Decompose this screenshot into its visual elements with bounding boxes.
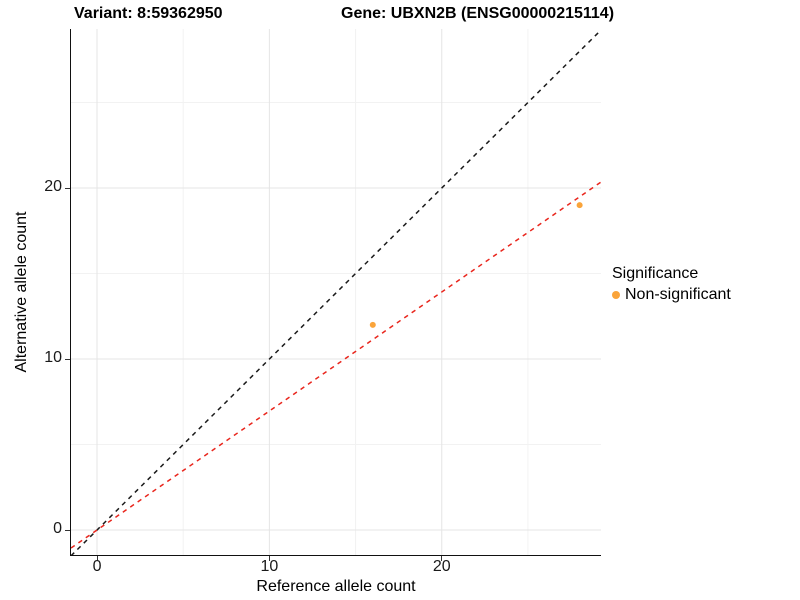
legend-item-non-significant: Non-significant	[612, 284, 731, 305]
x-axis-label: Reference allele count	[256, 578, 416, 595]
fit-line	[71, 181, 601, 549]
legend-item-label: Non-significant	[625, 286, 731, 303]
legend-title: Significance	[612, 265, 699, 282]
x-tick-mark	[268, 556, 270, 561]
y-tick-mark	[65, 529, 70, 531]
non-significant-point-icon	[612, 290, 620, 299]
y-tick-label: 10	[44, 349, 62, 367]
x-tick-mark	[441, 556, 443, 561]
x-tick-label: 20	[432, 558, 451, 575]
y-tick-mark	[65, 358, 70, 360]
x-tick-label: 0	[92, 558, 102, 575]
x-tick-label: 10	[260, 558, 279, 575]
data-point	[369, 321, 376, 328]
chart-canvas	[71, 29, 601, 555]
y-tick-label: 0	[53, 520, 62, 538]
y-tick-mark	[65, 187, 70, 189]
gene-title: Gene: UBXN2B (ENSG00000215114)	[341, 5, 615, 22]
identity-line	[71, 29, 601, 555]
legend: Significance Non-significant	[612, 263, 731, 305]
variant-title: Variant: 8:59362950	[74, 5, 223, 22]
data-point	[576, 202, 583, 209]
x-tick-mark	[96, 556, 98, 561]
plot-panel	[70, 29, 601, 556]
y-tick-label: 20	[44, 178, 62, 196]
y-axis-label: Alternative allele count	[13, 211, 30, 373]
